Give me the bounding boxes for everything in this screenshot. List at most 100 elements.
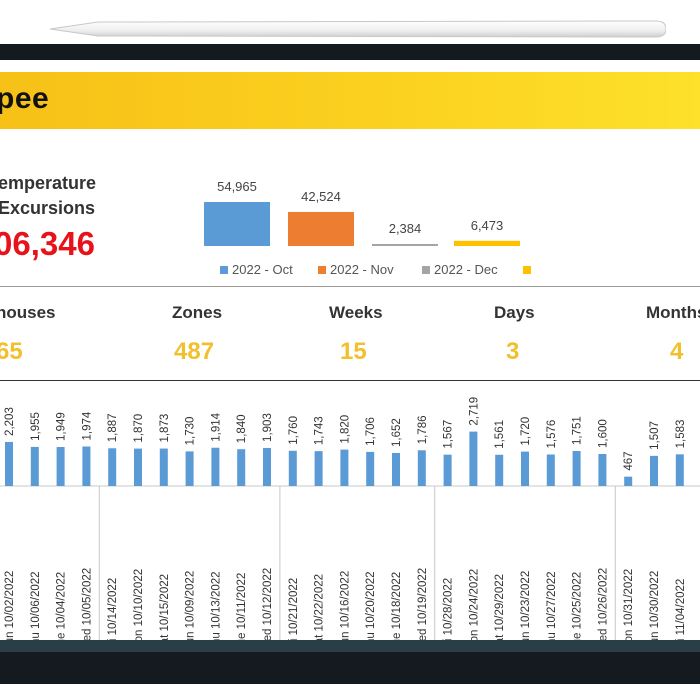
daily-value-label: 1,720 bbox=[520, 417, 532, 446]
daily-bar bbox=[443, 454, 452, 486]
daily-value-label: 1,873 bbox=[159, 414, 171, 443]
category-label: Thu 10/13/2022 bbox=[210, 571, 222, 650]
daily-value-label: 1,820 bbox=[339, 415, 351, 444]
daily-bar bbox=[340, 449, 349, 486]
stat-label-weeks: Weeks bbox=[329, 303, 383, 322]
stylus-pencil bbox=[50, 20, 666, 38]
category-label: Sun 10/30/2022 bbox=[649, 571, 661, 650]
category-label: Thu 10/27/2022 bbox=[546, 571, 558, 650]
monthly-bar-label: 54,965 bbox=[217, 179, 257, 194]
daily-value-label: 1,955 bbox=[30, 412, 42, 441]
kpi-value: 06,346 bbox=[0, 225, 95, 262]
daily-value-label: 2,203 bbox=[4, 407, 16, 436]
stat-label-zones: Zones bbox=[172, 303, 223, 322]
daily-value-label: 1,887 bbox=[107, 413, 119, 442]
daily-bar bbox=[650, 455, 658, 486]
category-label: Sun 10/23/2022 bbox=[520, 571, 532, 650]
stat-value-days: 3 bbox=[506, 338, 520, 365]
category-label: Wed 10/19/2022 bbox=[417, 568, 429, 650]
daily-value-label: 1,583 bbox=[675, 420, 687, 449]
category-label: Fri 10/28/2022 bbox=[443, 578, 455, 650]
stat-value-zones: 487 bbox=[174, 338, 215, 365]
category-label: Sat 10/15/2022 bbox=[159, 574, 171, 650]
daily-bar bbox=[675, 454, 684, 486]
daily-value-label: 467 bbox=[623, 451, 635, 470]
category-label: Mon 10/24/2022 bbox=[468, 569, 480, 650]
legend-label: 2022 - Dec bbox=[434, 262, 498, 277]
category-label: Sun 10/16/2022 bbox=[339, 571, 351, 650]
category-label: Tue 10/04/2022 bbox=[56, 572, 68, 650]
daily-value-label: 1,751 bbox=[572, 416, 584, 445]
daily-value-label: 2,719 bbox=[468, 397, 480, 426]
daily-bar bbox=[134, 448, 142, 486]
kpi-label: emperature Excursions bbox=[0, 171, 96, 221]
daily-value-label: 1,870 bbox=[133, 414, 145, 443]
category-label: Sat 10/29/2022 bbox=[494, 574, 506, 650]
monthly-bar-label: 6,473 bbox=[471, 218, 504, 233]
stat-label-months: Months bbox=[646, 303, 700, 322]
category-label: Fri 11/04/2022 bbox=[675, 579, 687, 650]
daily-bar bbox=[108, 448, 117, 486]
daily-bar bbox=[495, 454, 504, 486]
daily-bar bbox=[314, 451, 323, 486]
daily-value-label: 1,840 bbox=[236, 414, 248, 443]
category-label: Tue 10/11/2022 bbox=[236, 573, 248, 650]
section-divider bbox=[0, 286, 700, 287]
daily-value-label: 1,600 bbox=[597, 419, 609, 448]
bottom-edge bbox=[0, 640, 700, 652]
category-label: Mon 10/31/2022 bbox=[623, 569, 635, 650]
legend-swatch bbox=[523, 266, 531, 274]
daily-value-label: 1,706 bbox=[365, 417, 377, 446]
category-label: Wed 10/05/2022 bbox=[81, 568, 93, 650]
daily-value-label: 1,507 bbox=[649, 421, 661, 450]
daily-value-label: 1,561 bbox=[494, 420, 506, 449]
stat-label-days: Days bbox=[494, 303, 535, 322]
category-label: Tue 10/25/2022 bbox=[572, 572, 584, 650]
monthly-bar bbox=[454, 240, 520, 246]
daily-bar bbox=[572, 450, 581, 486]
daily-value-label: 1,786 bbox=[417, 415, 429, 444]
daily-value-label: 1,949 bbox=[56, 412, 68, 441]
category-label: Mon 10/10/2022 bbox=[133, 569, 145, 650]
daily-bar bbox=[288, 450, 297, 486]
daily-bar bbox=[159, 448, 168, 486]
stat-value-warehouses: 65 bbox=[0, 338, 23, 365]
daily-bar bbox=[469, 431, 478, 486]
kpi-label-line2: Excursions bbox=[0, 198, 96, 218]
category-label: Thu 10/06/2022 bbox=[30, 571, 42, 650]
daily-bar bbox=[598, 454, 607, 486]
monthly-bar-chart: 54,965 42,524 2,384 6,473 2022 - Oct 2022 - N… bbox=[204, 179, 531, 277]
daily-bar bbox=[30, 446, 39, 486]
category-label: Thu 10/20/2022 bbox=[365, 571, 377, 650]
legend-swatch bbox=[318, 266, 326, 274]
daily-bar bbox=[82, 446, 91, 486]
daily-bar bbox=[5, 441, 13, 486]
kpi-label-line1: emperature bbox=[0, 173, 97, 193]
header-banner: pee bbox=[0, 72, 700, 129]
daily-value-label: 1,743 bbox=[314, 416, 326, 445]
category-label: Wed 10/26/2022 bbox=[597, 568, 609, 650]
daily-bar bbox=[624, 476, 633, 486]
daily-bar bbox=[56, 447, 65, 486]
category-label: Fri 10/21/2022 bbox=[288, 578, 300, 650]
monthly-bar bbox=[372, 244, 438, 246]
category-label: Fri 10/14/2022 bbox=[107, 578, 119, 650]
daily-bar bbox=[392, 452, 400, 486]
category-label: Tue 10/18/2022 bbox=[391, 572, 403, 650]
daily-value-label: 1,760 bbox=[288, 416, 300, 445]
daily-bar bbox=[185, 451, 194, 486]
daily-bar bbox=[211, 447, 220, 486]
daily-value-label: 1,974 bbox=[81, 411, 93, 440]
daily-bar bbox=[546, 454, 555, 486]
stat-label-warehouses: houses bbox=[0, 303, 56, 322]
monthly-bar-label: 42,524 bbox=[301, 189, 341, 204]
brand-title: pee bbox=[0, 82, 50, 115]
stat-value-weeks: 15 bbox=[340, 338, 367, 365]
category-label: Wed 10/12/2022 bbox=[262, 568, 274, 650]
monthly-bar-label: 2,384 bbox=[389, 221, 422, 236]
stat-value-months: 4 bbox=[670, 338, 684, 365]
daily-value-label: 1,652 bbox=[391, 418, 403, 447]
tablet-frame: pee emperature Excursions 06,346 54,965 4… bbox=[0, 44, 700, 684]
daily-value-label: 1,903 bbox=[262, 413, 274, 442]
daily-value-label: 1,730 bbox=[185, 417, 197, 446]
